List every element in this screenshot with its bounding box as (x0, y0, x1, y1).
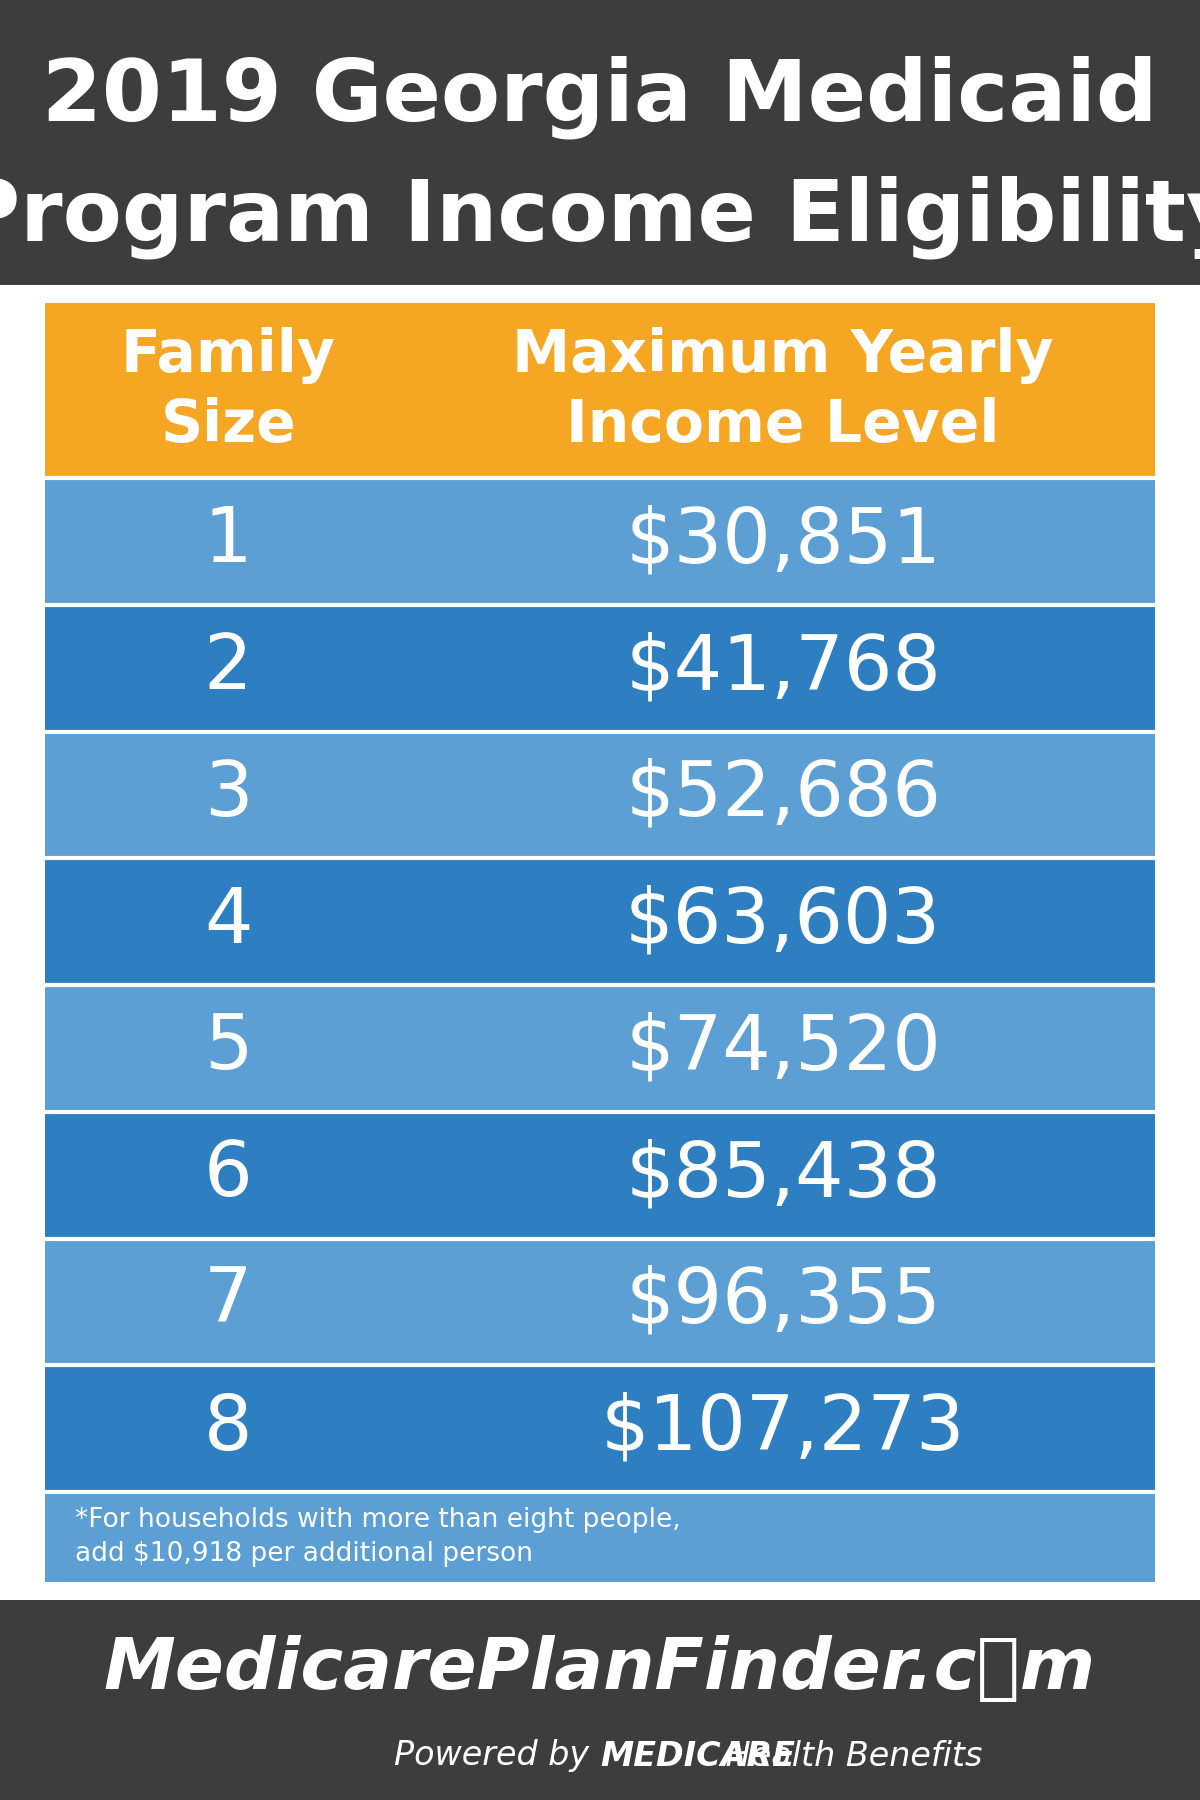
Bar (46, 302, 1154, 479)
Bar (46, 605, 1154, 731)
Text: 4: 4 (204, 884, 252, 959)
Text: MEDICARE: MEDICARE (600, 1739, 796, 1773)
Text: 2019 Georgia Medicaid: 2019 Georgia Medicaid (42, 56, 1158, 139)
Text: $41,768: $41,768 (625, 632, 941, 706)
Bar (46, 1364, 1154, 1492)
Text: 7: 7 (204, 1265, 252, 1339)
Bar (0, 1600, 1200, 1800)
Text: 1: 1 (204, 504, 252, 578)
Text: $85,438: $85,438 (625, 1138, 941, 1211)
Text: $96,355: $96,355 (625, 1265, 941, 1339)
Text: 2: 2 (204, 632, 252, 706)
Text: Health Benefits: Health Benefits (715, 1739, 983, 1773)
Bar (46, 859, 1154, 985)
Bar (46, 1238, 1154, 1364)
Text: Maximum Yearly
Income Level: Maximum Yearly Income Level (512, 328, 1054, 454)
Text: $30,851: $30,851 (625, 504, 941, 578)
Bar (46, 731, 1154, 859)
Text: 3: 3 (204, 758, 252, 832)
Text: Program Income Eligibility: Program Income Eligibility (0, 176, 1200, 259)
Text: 6: 6 (204, 1138, 252, 1211)
Text: $63,603: $63,603 (625, 884, 941, 959)
Bar (46, 1492, 1154, 1582)
Text: Family
Size: Family Size (121, 328, 336, 454)
Text: *For households with more than eight people,
add $10,918 per additional person: *For households with more than eight peo… (74, 1507, 680, 1568)
Text: 5: 5 (204, 1012, 252, 1085)
Text: MedicarePlanFinder.cⓄm: MedicarePlanFinder.cⓄm (104, 1636, 1096, 1705)
Text: $107,273: $107,273 (601, 1391, 966, 1465)
Text: Powered by: Powered by (395, 1739, 600, 1773)
Bar (0, 1582, 1200, 1600)
Bar (46, 985, 1154, 1112)
Text: 8: 8 (204, 1391, 252, 1465)
Bar (46, 1112, 1154, 1238)
Text: $74,520: $74,520 (625, 1012, 941, 1085)
Bar (46, 479, 1154, 605)
Bar (0, 0, 1200, 284)
Text: $52,686: $52,686 (625, 758, 941, 832)
